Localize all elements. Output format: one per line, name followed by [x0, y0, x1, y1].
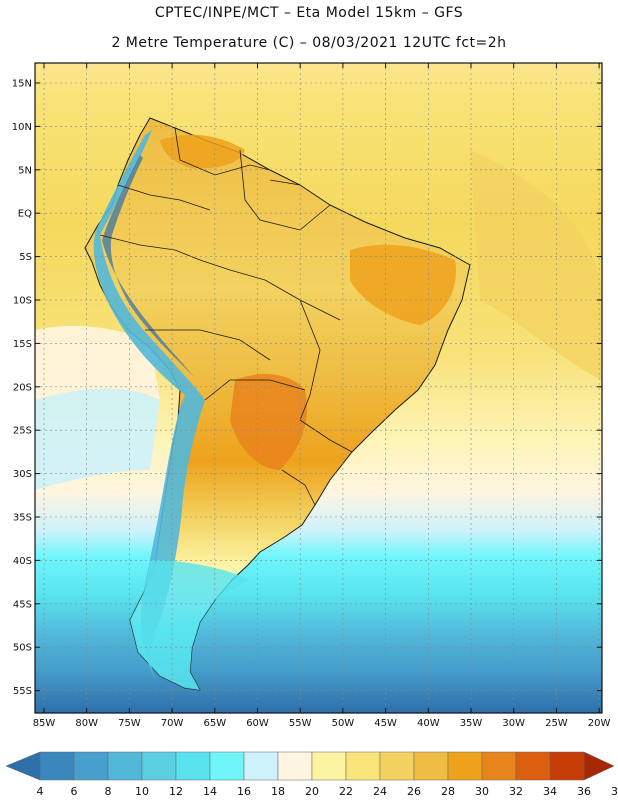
lon-label: 55W: [289, 718, 312, 729]
colorbar-swatch: [277, 751, 313, 781]
lat-label: 30S: [13, 469, 32, 480]
lon-label: 80W: [75, 718, 98, 729]
lat-label: 25S: [13, 426, 32, 437]
lon-label: 35W: [460, 718, 483, 729]
colorbar-swatch: [243, 751, 279, 781]
colorbar-label: 30: [475, 785, 489, 798]
colorbar: 4 6 8 10 12 14 16 18 20 22 24 26 28 30 32 34 36 38: [5, 751, 618, 798]
graticule: [35, 63, 602, 713]
map-title: CPTEC/INPE/MCT – Eta Model 15km – GFS: [154, 5, 464, 21]
colorbar-arrow-high: [583, 751, 615, 781]
andes-cold-spine: [93, 130, 205, 680]
colorbar-label: 14: [203, 785, 217, 798]
warm-atlantic-band: [470, 150, 602, 380]
colorbar-label: 38: [611, 785, 618, 798]
lat-label: 10N: [12, 122, 32, 133]
latitude-axis: 15N 10N 5N EQ 5S 10S 15S 20S 25S 30S 35S 40S 45S 50S 5…: [12, 79, 602, 697]
colorbar-arrow-low: [5, 751, 41, 781]
colorbar-label: 4: [37, 785, 44, 798]
lat-label: EQ: [18, 209, 32, 220]
colorbar-label: 34: [543, 785, 557, 798]
lon-label: 65W: [203, 718, 226, 729]
lat-label: 55S: [13, 686, 32, 697]
colorbar-label: 36: [577, 785, 591, 798]
lat-label: 50S: [13, 643, 32, 654]
lon-label: 70W: [161, 718, 184, 729]
patagonia-cool: [130, 560, 250, 690]
lat-label: 20S: [13, 382, 32, 393]
colorbar-label: 10: [135, 785, 149, 798]
lat-label: 45S: [13, 599, 32, 610]
colorbar-swatch: [515, 751, 551, 781]
colorbar-swatch: [107, 751, 143, 781]
colorbar-label: 12: [169, 785, 183, 798]
lat-label: 40S: [13, 556, 32, 567]
colorbar-swatch: [447, 751, 483, 781]
lon-label: 25W: [545, 718, 568, 729]
lat-label: 10S: [13, 296, 32, 307]
hot-northeast-patch: [350, 244, 456, 325]
colorbar-swatch: [175, 751, 211, 781]
map-frame: [34, 62, 603, 714]
colorbar-label: 28: [441, 785, 455, 798]
hot-north-patch: [160, 134, 245, 169]
colorbar-label: 8: [105, 785, 112, 798]
longitude-axis: 85W 80W 75W 70W 65W 60W 55W 50W 45W 40W 35W 30W 25W 2…: [33, 63, 611, 729]
colorbar-swatch: [413, 751, 449, 781]
colorbar-swatch: [345, 751, 381, 781]
lon-label: 75W: [118, 718, 141, 729]
lat-label: 5N: [18, 165, 32, 176]
colorbar-label: 24: [373, 785, 387, 798]
colorbar-swatch: [39, 751, 75, 781]
lon-label: 60W: [246, 718, 269, 729]
colorbar-label: 18: [271, 785, 285, 798]
colorbar-swatch: [379, 751, 415, 781]
lon-label: 50W: [332, 718, 355, 729]
lat-label: 5S: [19, 252, 32, 263]
colorbar-swatch: [481, 751, 517, 781]
lon-label: 85W: [33, 718, 56, 729]
colorbar-label: 26: [407, 785, 421, 798]
colorbar-swatch: [73, 751, 109, 781]
cool-pacific-tongue: [35, 388, 160, 490]
hot-chaco-patch: [230, 374, 308, 470]
lon-label: 20W: [588, 718, 611, 729]
lat-label: 35S: [13, 513, 32, 524]
colorbar-label: 32: [509, 785, 523, 798]
colorbar-swatch: [209, 751, 245, 781]
lon-label: 30W: [502, 718, 525, 729]
map-subtitle: 2 Metre Temperature (C) – 08/03/2021 12U…: [111, 35, 507, 51]
lon-label: 40W: [417, 718, 440, 729]
colorbar-label: 16: [237, 785, 251, 798]
pale-pacific: [35, 325, 160, 400]
lat-label: 15S: [13, 339, 32, 350]
lon-label: 45W: [374, 718, 397, 729]
colorbar-swatch: [141, 751, 177, 781]
colorbar-label: 20: [305, 785, 319, 798]
lat-label: 15N: [12, 79, 32, 90]
colorbar-label: 6: [71, 785, 78, 798]
colorbar-swatch: [549, 751, 585, 781]
colorbar-swatch: [311, 751, 347, 781]
colorbar-label: 22: [339, 785, 353, 798]
